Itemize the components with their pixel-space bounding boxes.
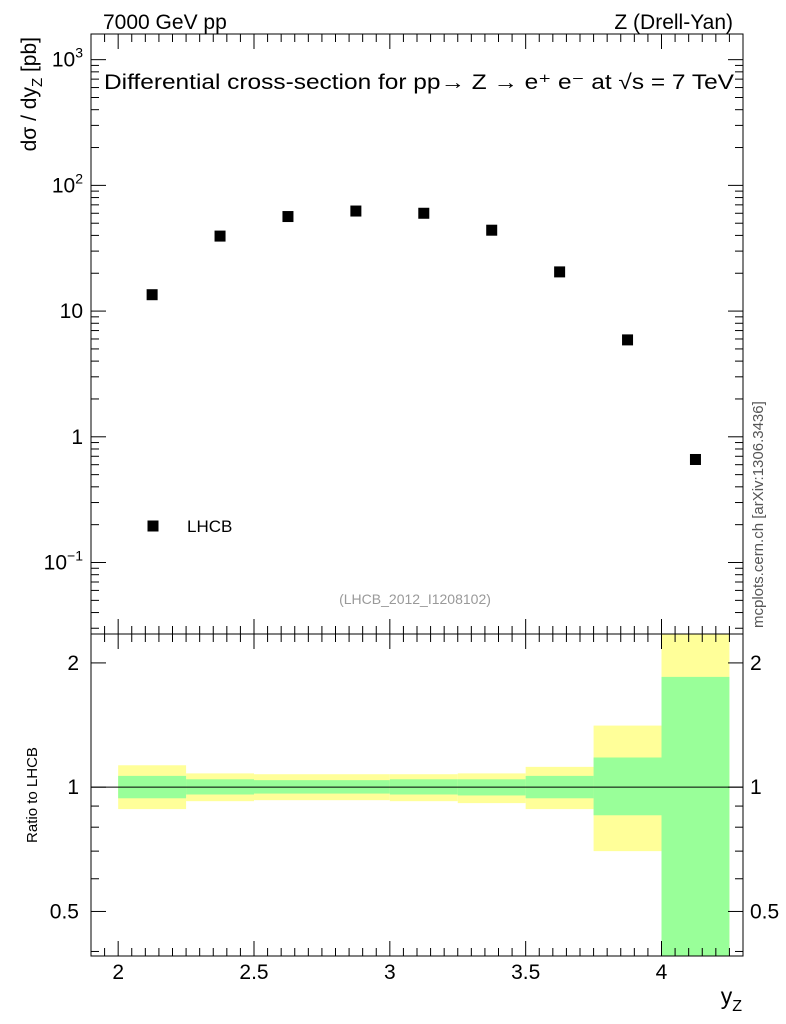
y-tick-label: 103 xyxy=(52,45,83,72)
data-point xyxy=(214,230,226,242)
header-left: 7000 GeV pp xyxy=(103,11,227,34)
y-tick-label: 10−1 xyxy=(44,548,84,575)
x-tick-label: 2 xyxy=(112,961,124,984)
data-point xyxy=(282,211,294,223)
side-credit-label: mcplots.cern.ch [arXiv:1306.3436] xyxy=(750,401,767,628)
x-tick-label: 4 xyxy=(656,961,668,984)
ratio-y-tick-label: 0.5 xyxy=(50,900,79,923)
ratio-y-tick-label: 1 xyxy=(67,776,79,799)
data-point xyxy=(622,334,634,346)
data-point xyxy=(486,224,498,236)
legend-label: LHCB xyxy=(187,517,232,536)
ratio-y-axis-title: Ratio to LHCB xyxy=(24,747,41,843)
band-inner xyxy=(661,676,730,956)
top-plot-frame xyxy=(90,33,744,635)
y-tick-label: 1 xyxy=(71,426,83,449)
data-point xyxy=(418,207,430,219)
x-tick-label: 3 xyxy=(384,961,396,984)
x-tick-label: 3.5 xyxy=(511,961,540,984)
legend-marker xyxy=(147,520,159,532)
chart-title: Differential cross-section for pp→ Z → e… xyxy=(104,71,734,94)
data-point xyxy=(554,266,566,278)
data-point xyxy=(146,289,158,301)
data-point xyxy=(350,205,362,217)
analysis-tag: (LHCB_2012_I1208102) xyxy=(339,591,491,607)
y-axis-title: dσ / dyZ [pb] xyxy=(18,37,46,151)
x-tick-label: 2.5 xyxy=(239,961,268,984)
ratio-y-tick-label: 2 xyxy=(67,652,79,675)
header-right: Z (Drell-Yan) xyxy=(614,11,733,34)
band-inner xyxy=(593,757,662,816)
ratio-y-tick-label-right: 2 xyxy=(750,652,762,675)
x-axis-title: yZ xyxy=(721,983,743,1015)
ratio-y-tick-label-right: 0.5 xyxy=(750,900,779,923)
y-tick-label: 10 xyxy=(60,300,83,323)
data-point xyxy=(689,453,701,465)
y-tick-label: 102 xyxy=(52,170,83,197)
ratio-y-tick-label-right: 1 xyxy=(750,776,762,799)
